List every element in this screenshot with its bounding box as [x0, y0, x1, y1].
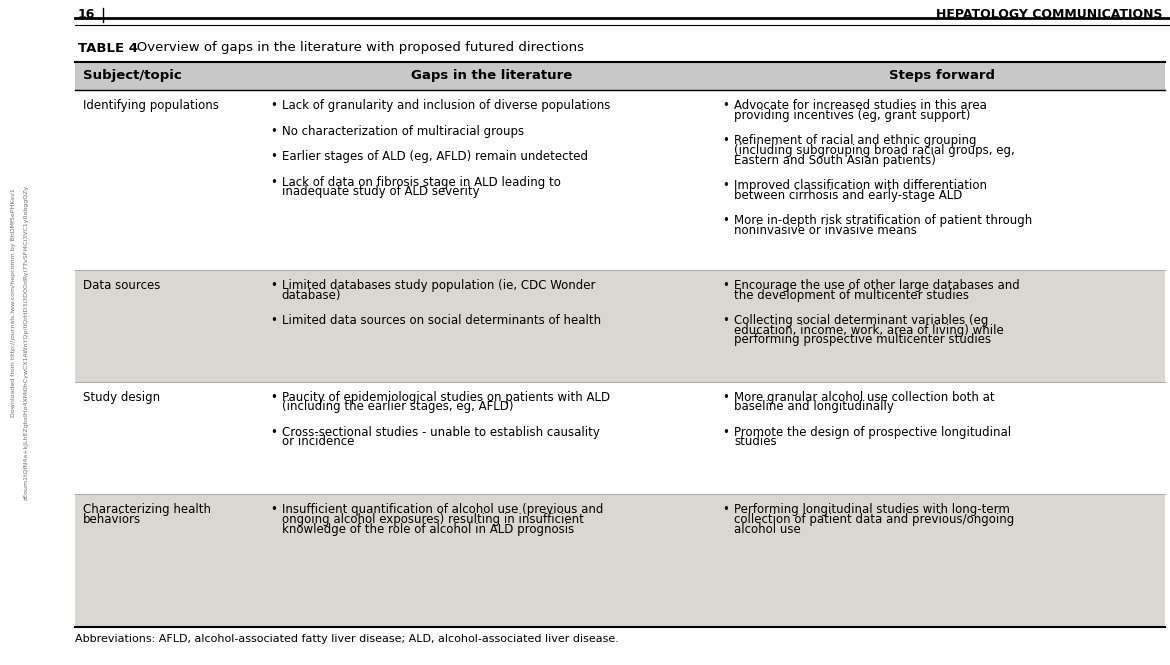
- Text: inadequate study of ALD severity: inadequate study of ALD severity: [282, 186, 480, 198]
- Text: Abbreviations: AFLD, alcohol-associated fatty liver disease; ALD, alcohol-associ: Abbreviations: AFLD, alcohol-associated …: [75, 634, 619, 644]
- Text: baseline and longitudinally: baseline and longitudinally: [734, 400, 894, 413]
- Text: No characterization of multiracial groups: No characterization of multiracial group…: [282, 124, 524, 138]
- Text: providing incentives (eg, grant support): providing incentives (eg, grant support): [734, 108, 970, 122]
- Text: ongoing alcohol exposures) resulting in insufficient: ongoing alcohol exposures) resulting in …: [282, 513, 584, 526]
- Text: education, income, work, area of living) while: education, income, work, area of living)…: [734, 324, 1004, 336]
- Text: collection of patient data and previous/ongoing: collection of patient data and previous/…: [734, 513, 1014, 526]
- Text: Data sources: Data sources: [83, 279, 160, 292]
- Bar: [75, 62, 1165, 90]
- Text: •: •: [722, 214, 729, 227]
- Text: performing prospective multicenter studies: performing prospective multicenter studi…: [734, 333, 991, 346]
- Text: Insufficient quantification of alcohol use (previous and: Insufficient quantification of alcohol u…: [282, 503, 603, 516]
- Text: •: •: [722, 134, 729, 147]
- Text: knowledge of the role of alcohol in ALD prognosis: knowledge of the role of alcohol in ALD …: [282, 523, 574, 535]
- Text: Paucity of epidemiological studies on patients with ALD: Paucity of epidemiological studies on pa…: [282, 390, 610, 404]
- Text: •: •: [722, 426, 729, 439]
- Text: Limited data sources on social determinants of health: Limited data sources on social determina…: [282, 314, 601, 327]
- Text: •: •: [270, 279, 276, 292]
- Text: •: •: [722, 279, 729, 292]
- Text: •: •: [270, 390, 276, 404]
- Text: Identifying populations: Identifying populations: [83, 99, 219, 112]
- Text: Downloaded from http://journals.lww.com/hepcomm by BhDMf5ePHKav1: Downloaded from http://journals.lww.com/…: [12, 188, 16, 417]
- Text: Improved classification with differentiation: Improved classification with differentia…: [734, 179, 987, 192]
- Text: the development of multicenter studies: the development of multicenter studies: [734, 289, 969, 301]
- Text: Eastern and South Asian patients): Eastern and South Asian patients): [734, 154, 936, 166]
- Text: Lack of data on fibrosis stage in ALD leading to: Lack of data on fibrosis stage in ALD le…: [282, 176, 560, 189]
- Text: (including the earlier stages, eg, AFLD): (including the earlier stages, eg, AFLD): [282, 400, 514, 413]
- Text: Characterizing health: Characterizing health: [83, 503, 211, 516]
- Text: (including subgrouping broad racial groups, eg,: (including subgrouping broad racial grou…: [734, 144, 1014, 157]
- Text: Study design: Study design: [83, 390, 160, 404]
- Text: Overview of gaps in the literature with proposed futured directions: Overview of gaps in the literature with …: [124, 41, 584, 55]
- Text: Limited databases study population (ie, CDC Wonder: Limited databases study population (ie, …: [282, 279, 596, 292]
- Text: Earlier stages of ALD (eg, AFLD) remain undetected: Earlier stages of ALD (eg, AFLD) remain …: [282, 150, 587, 163]
- Text: Gaps in the literature: Gaps in the literature: [412, 70, 572, 82]
- Text: Promote the design of prospective longitudinal: Promote the design of prospective longit…: [734, 426, 1011, 439]
- Text: between cirrhosis and early-stage ALD: between cirrhosis and early-stage ALD: [734, 189, 963, 201]
- Text: 16: 16: [78, 7, 96, 21]
- Text: Collecting social determinant variables (eg: Collecting social determinant variables …: [734, 314, 989, 327]
- Text: More in-depth risk stratification of patient through: More in-depth risk stratification of pat…: [734, 214, 1032, 227]
- Text: Advocate for increased studies in this area: Advocate for increased studies in this a…: [734, 99, 987, 112]
- Text: Encourage the use of other large databases and: Encourage the use of other large databas…: [734, 279, 1020, 292]
- Text: noninvasive or invasive means: noninvasive or invasive means: [734, 224, 917, 237]
- Text: •: •: [270, 99, 276, 112]
- Text: •: •: [722, 179, 729, 192]
- Text: •: •: [722, 390, 729, 404]
- Text: •: •: [722, 503, 729, 516]
- Text: zEoum1tQfN4a+kJLhEZgbsIHo4XMi0hCywCX1AWnYQp/IlQrHD3i3D0OdRyi7TvSFl4Ci3VC1y0abggQ: zEoum1tQfN4a+kJLhEZgbsIHo4XMi0hCywCX1AWn…: [23, 185, 28, 500]
- Text: Steps forward: Steps forward: [888, 70, 994, 82]
- Text: studies: studies: [734, 436, 777, 448]
- Text: Lack of granularity and inclusion of diverse populations: Lack of granularity and inclusion of div…: [282, 99, 610, 112]
- Text: or incidence: or incidence: [282, 436, 355, 448]
- Text: Refinement of racial and ethnic grouping: Refinement of racial and ethnic grouping: [734, 134, 977, 147]
- Text: Performing longitudinal studies with long-term: Performing longitudinal studies with lon…: [734, 503, 1010, 516]
- Text: •: •: [722, 99, 729, 112]
- Text: database): database): [282, 289, 342, 301]
- Text: •: •: [270, 426, 276, 439]
- Text: alcohol use: alcohol use: [734, 523, 800, 535]
- Text: •: •: [722, 314, 729, 327]
- Text: •: •: [270, 124, 276, 138]
- Bar: [75, 90, 1165, 270]
- Text: Subject/topic: Subject/topic: [83, 70, 181, 82]
- Text: TABLE 4: TABLE 4: [78, 41, 138, 55]
- Text: •: •: [270, 503, 276, 516]
- Text: Cross-sectional studies - unable to establish causality: Cross-sectional studies - unable to esta…: [282, 426, 599, 439]
- Bar: [75, 270, 1165, 382]
- Bar: [75, 382, 1165, 494]
- Text: •: •: [270, 176, 276, 189]
- Text: •: •: [270, 314, 276, 327]
- Text: More granular alcohol use collection both at: More granular alcohol use collection bot…: [734, 390, 994, 404]
- Text: behaviors: behaviors: [83, 513, 142, 526]
- Text: HEPATOLOGY COMMUNICATIONS: HEPATOLOGY COMMUNICATIONS: [936, 7, 1162, 21]
- Bar: [75, 494, 1165, 627]
- Text: •: •: [270, 150, 276, 163]
